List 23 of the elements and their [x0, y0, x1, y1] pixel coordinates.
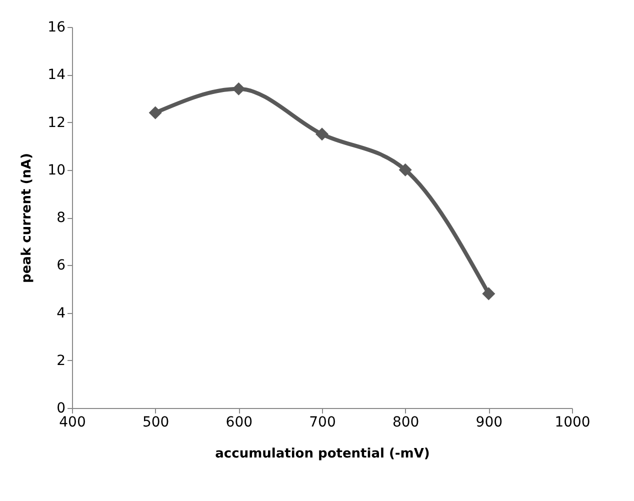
y-tick-label: 0	[56, 400, 66, 416]
y-tick-label: 4	[56, 305, 66, 322]
y-tick-label: 16	[48, 20, 66, 36]
y-tick-label: 14	[48, 67, 66, 84]
x-tick-label: 700	[309, 414, 336, 430]
point	[398, 163, 412, 176]
y-axis-title: peak current (nA)	[20, 153, 35, 283]
point	[232, 82, 246, 96]
x-tick-label: 500	[142, 414, 170, 430]
y-tick-label: 2	[56, 352, 66, 369]
y-tick-label: 6	[56, 258, 66, 274]
point	[315, 128, 329, 141]
point	[482, 287, 496, 300]
x-tick-label: 900	[476, 414, 503, 430]
y-tick-label: 8	[56, 210, 66, 226]
x-tick-label: 400	[59, 414, 86, 430]
point	[148, 106, 162, 120]
y-tick-label: 10	[48, 162, 66, 178]
y-tick-label: 12	[48, 114, 66, 131]
x-axis-title: accumulation potential (-mV)	[215, 446, 430, 462]
x-tick-label: 600	[226, 414, 253, 430]
x-tick-label: 800	[392, 414, 420, 430]
x-tick-label: 1000	[554, 414, 590, 430]
